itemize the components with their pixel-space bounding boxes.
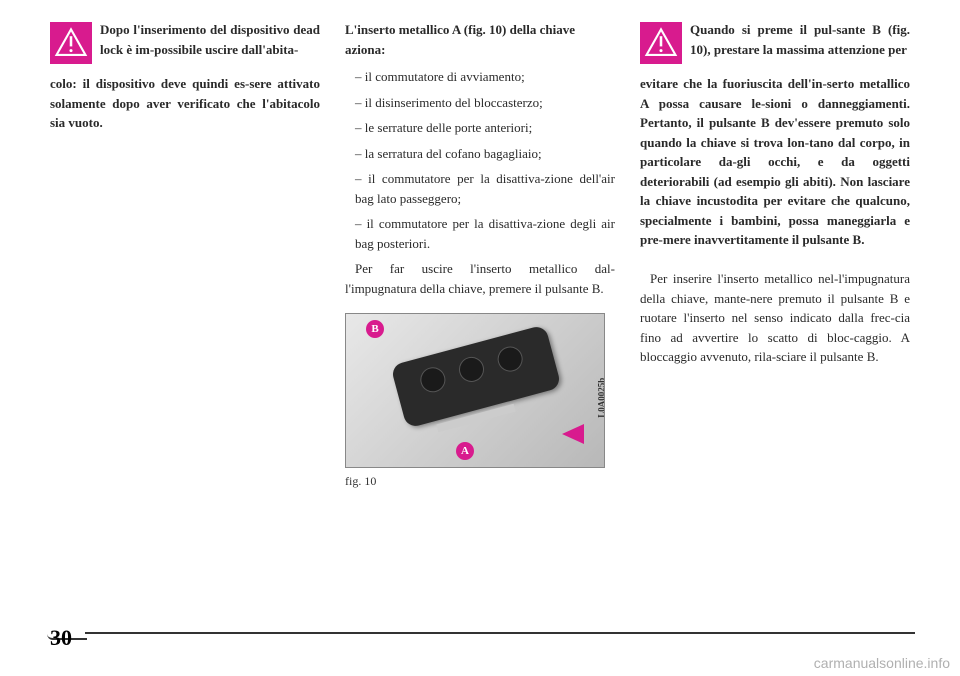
warning-icon	[640, 22, 682, 64]
paragraph: Per far uscire l'inserto metallico dal-l…	[345, 259, 615, 298]
warning-text-1: Dopo l'inserimento del dispositivo dead …	[100, 20, 320, 59]
warning-continuation-2: evitare che la fuoriuscita dell'in-serto…	[640, 74, 910, 250]
warning-block-2: Quando si preme il pul-sante B (fig. 10)…	[640, 20, 910, 64]
arrow-icon	[562, 424, 584, 444]
figure-code-label: L0A0025b	[595, 377, 605, 417]
page-number: 30	[50, 625, 72, 651]
key-button-icon	[418, 364, 449, 395]
page-content: Dopo l'inserimento del dispositivo dead …	[50, 20, 910, 580]
figure-caption: fig. 10	[345, 472, 615, 490]
column-2: L'inserto metallico A (fig. 10) della ch…	[345, 20, 615, 580]
list-item: – il commutatore per la disattiva-zione …	[345, 214, 615, 253]
list-item: – il commutatore per la disattiva-zione …	[345, 169, 615, 208]
warning-block-1: Dopo l'inserimento del dispositivo dead …	[50, 20, 320, 64]
warning-continuation-1: colo: il dispositivo deve quindi es-sere…	[50, 74, 320, 133]
figure-10: B A L0A0025b	[345, 313, 605, 468]
marker-b: B	[366, 320, 384, 338]
warning-text-2: Quando si preme il pul-sante B (fig. 10)…	[690, 20, 910, 59]
column-1: Dopo l'inserimento del dispositivo dead …	[50, 20, 320, 580]
list-item: – le serrature delle porte anteriori;	[345, 118, 615, 138]
list-item: – la serratura del cofano bagagliaio;	[345, 144, 615, 164]
page-divider-line	[85, 632, 915, 634]
figure-container: B A L0A0025b fig. 10	[345, 313, 615, 490]
column-3: Quando si preme il pul-sante B (fig. 10)…	[640, 20, 910, 580]
warning-icon	[50, 22, 92, 64]
watermark: carmanualsonline.info	[814, 655, 950, 671]
key-button-icon	[495, 344, 526, 375]
marker-a: A	[456, 442, 474, 460]
list-item: – il commutatore di avviamento;	[345, 67, 615, 87]
heading-col2: L'inserto metallico A (fig. 10) della ch…	[345, 20, 615, 59]
list-item: – il disinserimento del bloccasterzo;	[345, 93, 615, 113]
key-button-icon	[456, 354, 487, 385]
paragraph: Per inserire l'inserto metallico nel-l'i…	[640, 269, 910, 367]
